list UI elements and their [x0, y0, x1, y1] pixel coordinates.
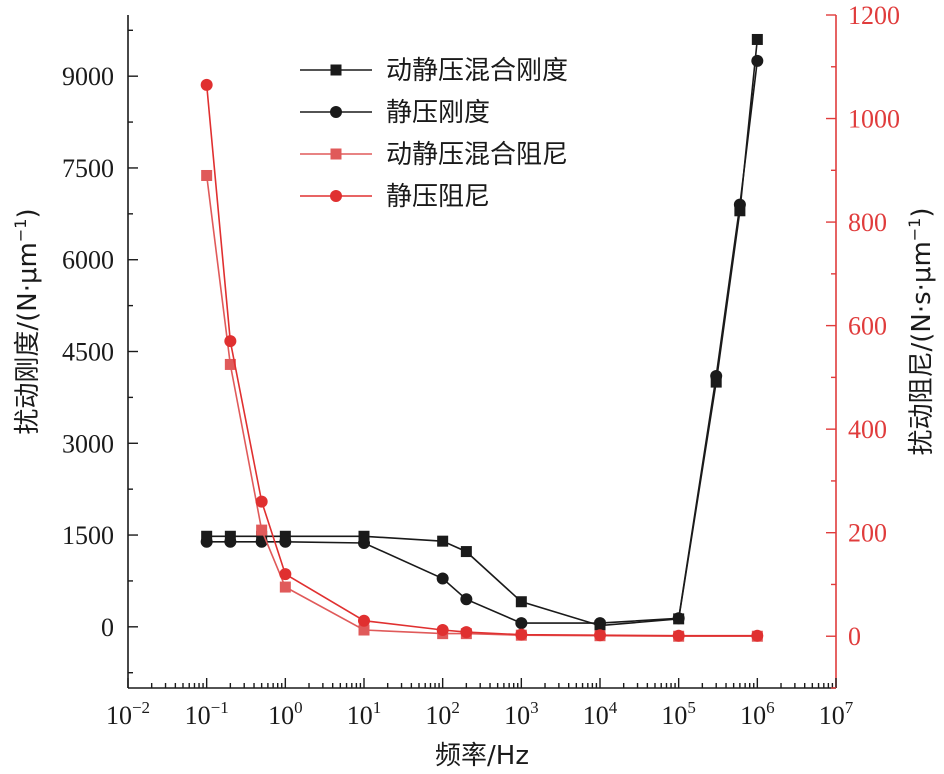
data-point — [437, 535, 449, 547]
data-point — [255, 495, 268, 508]
series-layer — [200, 33, 764, 642]
legend-label: 动静压混合阻尼 — [386, 140, 568, 170]
data-point — [224, 335, 237, 348]
legend-marker — [330, 190, 342, 202]
x-tick-label: 107 — [819, 698, 854, 730]
data-point — [594, 617, 606, 630]
y-left-axis-title: 扰动刚度/(N·μm−1) — [11, 208, 43, 434]
data-point — [279, 535, 292, 548]
data-point — [436, 624, 449, 637]
data-point — [200, 78, 213, 91]
legend-label: 动静压混合刚度 — [386, 56, 568, 86]
data-point — [751, 54, 764, 67]
x-tick-label: 10−1 — [185, 698, 229, 730]
data-point — [358, 614, 370, 627]
data-point — [256, 524, 268, 536]
data-point — [201, 169, 213, 181]
data-point — [515, 617, 528, 630]
data-point — [358, 530, 370, 542]
x-tick-label: 10−2 — [106, 698, 150, 730]
data-point — [279, 568, 292, 581]
x-tick-label: 102 — [425, 698, 460, 730]
data-point — [594, 629, 606, 642]
data-point — [672, 612, 685, 625]
data-point — [460, 626, 473, 639]
data-point — [751, 629, 764, 642]
y-right-tick-label: 1000 — [848, 105, 900, 134]
data-point — [672, 629, 685, 642]
x-tick-label: 105 — [661, 698, 696, 730]
data-point — [710, 376, 722, 388]
data-point — [358, 536, 370, 549]
legend-entry: 静压阻尼 — [300, 182, 490, 212]
data-point — [436, 572, 449, 585]
y-left-tick-label: 7500 — [62, 154, 114, 183]
y-right-tick-label: 200 — [848, 519, 887, 548]
x-tick-label: 100 — [268, 698, 303, 730]
data-point — [224, 358, 236, 370]
y-right-tick-label: 400 — [848, 415, 887, 444]
data-point — [710, 369, 723, 382]
data-point — [460, 593, 473, 606]
y-right-tick-label: 0 — [848, 622, 861, 651]
x-tick-label: 103 — [504, 698, 539, 730]
series-1 — [200, 54, 764, 630]
y-left-tick-label: 1500 — [62, 521, 114, 550]
data-point — [358, 624, 370, 636]
y-left-tick-label: 4500 — [62, 338, 114, 367]
series-3 — [200, 78, 764, 642]
data-point — [515, 628, 528, 641]
legend-marker — [330, 64, 342, 76]
x-axis-title: 频率/Hz — [435, 741, 529, 771]
axes-layer: 10−2 10−1 100 101 102 103 104 105 106 107 0 1500 300… — [11, 1, 937, 771]
y-left-tick-label: 3000 — [62, 429, 114, 458]
data-point — [751, 33, 763, 45]
data-point — [460, 546, 472, 558]
data-point — [279, 581, 291, 593]
legend-marker — [330, 106, 342, 118]
x-tick-label: 106 — [740, 698, 775, 730]
series-line — [205, 175, 758, 638]
data-point — [733, 198, 746, 211]
y-right-axis-title: 扰动阻尼/(N·s·μm−1) — [905, 207, 937, 455]
y-right-tick-label: 800 — [848, 208, 887, 237]
legend-label: 静压阻尼 — [386, 182, 490, 212]
legend-entry: 动静压混合刚度 — [300, 56, 568, 86]
y-left-tick-label: 9000 — [62, 62, 114, 91]
data-point — [734, 205, 746, 217]
data-point — [224, 535, 237, 548]
x-tick-label: 101 — [347, 698, 382, 730]
data-point — [200, 535, 213, 548]
legend-label: 静压刚度 — [386, 98, 490, 128]
y-left-tick-label: 6000 — [62, 246, 114, 275]
legend-entry: 静压刚度 — [300, 98, 490, 128]
y-right-tick-label: 600 — [848, 312, 887, 341]
legend-marker — [330, 148, 342, 160]
y-left-tick-label: 0 — [101, 613, 114, 642]
y-right-tick-label: 1200 — [848, 1, 900, 30]
data-point — [515, 596, 527, 608]
legend-entry: 动静压混合阻尼 — [300, 140, 568, 170]
x-tick-label: 104 — [583, 698, 618, 730]
